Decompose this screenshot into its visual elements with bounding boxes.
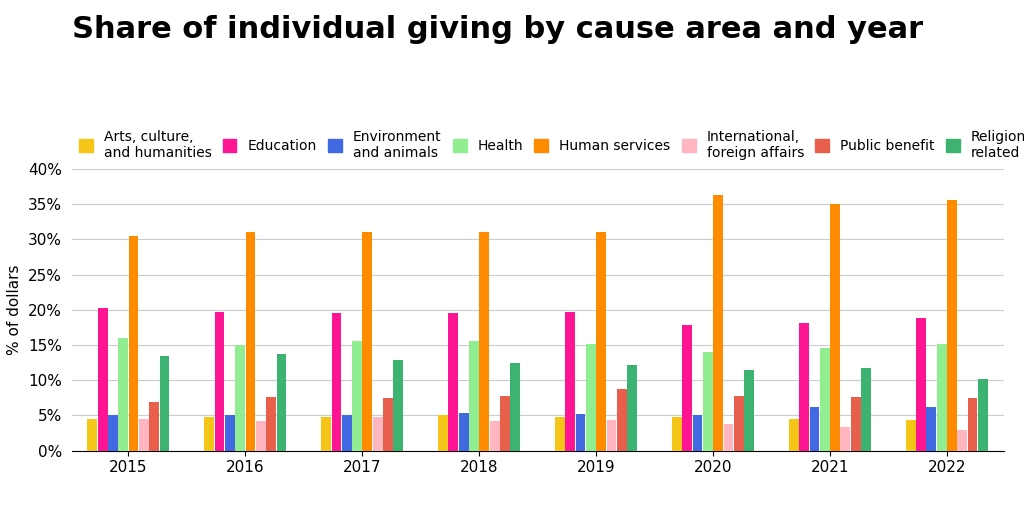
- Bar: [927, 407, 936, 451]
- Bar: [449, 312, 459, 451]
- Bar: [724, 424, 733, 451]
- Bar: [682, 325, 692, 451]
- Bar: [906, 420, 915, 451]
- Bar: [500, 396, 510, 451]
- Bar: [947, 200, 956, 451]
- Bar: [225, 415, 234, 451]
- Bar: [565, 312, 575, 451]
- Bar: [957, 430, 967, 451]
- Bar: [109, 415, 118, 451]
- Bar: [256, 421, 265, 451]
- Bar: [383, 398, 393, 451]
- Bar: [362, 232, 373, 451]
- Bar: [744, 370, 754, 451]
- Bar: [968, 398, 978, 451]
- Bar: [215, 312, 224, 451]
- Bar: [469, 341, 479, 451]
- Bar: [438, 415, 447, 451]
- Bar: [129, 236, 138, 451]
- Bar: [373, 417, 383, 451]
- Bar: [510, 362, 520, 451]
- Bar: [87, 419, 97, 451]
- Text: Share of individual giving by cause area and year: Share of individual giving by cause area…: [72, 15, 923, 45]
- Bar: [479, 232, 489, 451]
- Bar: [702, 352, 713, 451]
- Bar: [916, 317, 926, 451]
- Bar: [672, 417, 682, 451]
- Bar: [586, 344, 596, 451]
- Legend: Arts, culture,
and humanities, Education, Environment
and animals, Health, Human: Arts, culture, and humanities, Education…: [79, 130, 1024, 160]
- Bar: [459, 413, 469, 451]
- Bar: [276, 354, 287, 451]
- Bar: [788, 419, 799, 451]
- Bar: [799, 323, 809, 451]
- Bar: [861, 368, 870, 451]
- Bar: [841, 426, 850, 451]
- Bar: [332, 313, 341, 451]
- Bar: [616, 389, 627, 451]
- Bar: [266, 397, 276, 451]
- Bar: [734, 396, 743, 451]
- Bar: [606, 420, 616, 451]
- Bar: [830, 204, 840, 451]
- Bar: [937, 344, 946, 451]
- Bar: [150, 402, 159, 451]
- Bar: [139, 419, 148, 451]
- Bar: [322, 417, 331, 451]
- Bar: [810, 407, 819, 451]
- Bar: [978, 379, 988, 451]
- Bar: [352, 341, 361, 451]
- Bar: [692, 415, 702, 451]
- Bar: [97, 308, 108, 451]
- Bar: [236, 345, 245, 451]
- Bar: [851, 397, 860, 451]
- Y-axis label: % of dollars: % of dollars: [7, 265, 23, 355]
- Bar: [820, 348, 829, 451]
- Bar: [119, 338, 128, 451]
- Bar: [628, 366, 637, 451]
- Bar: [489, 421, 500, 451]
- Bar: [205, 417, 214, 451]
- Bar: [575, 414, 586, 451]
- Bar: [393, 360, 403, 451]
- Bar: [246, 232, 255, 451]
- Bar: [714, 195, 723, 451]
- Bar: [160, 355, 169, 451]
- Bar: [342, 415, 351, 451]
- Bar: [555, 417, 565, 451]
- Bar: [596, 231, 606, 451]
